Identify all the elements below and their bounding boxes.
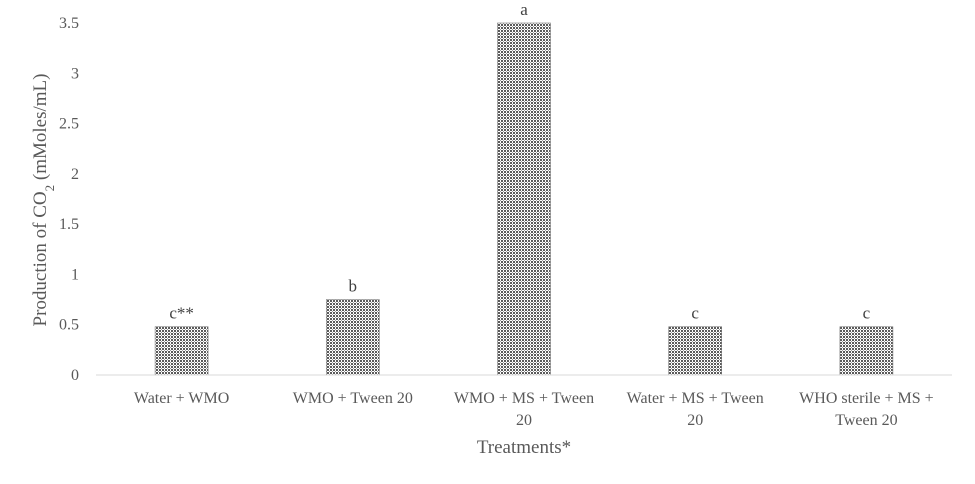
bar-data-label: b <box>349 277 358 296</box>
x-axis-title: Treatments* <box>477 437 571 458</box>
category-label-line: WHO sterile + MS + <box>799 390 933 407</box>
y-tick-label: 2 <box>71 166 79 183</box>
y-tick-label: 2.5 <box>59 116 79 133</box>
y-tick-label: 3.5 <box>59 15 79 32</box>
bar-data-label: c** <box>169 304 194 323</box>
bar <box>325 299 380 376</box>
category-label: Water + WMO <box>134 390 229 407</box>
category-label: WMO + MS + Tween 20 <box>454 390 594 429</box>
y-tick-label: 0 <box>71 367 79 384</box>
category-label-line: WMO + Tween 20 <box>293 390 413 407</box>
data-labels-group: c** b a c c <box>169 0 870 323</box>
category-label: Water + MS + Tween 20 <box>627 390 764 429</box>
y-tick-label: 3 <box>71 65 79 82</box>
category-label-line: 20 <box>516 412 532 429</box>
bar <box>497 22 551 376</box>
bars-group <box>154 22 894 376</box>
y-tick-label: 0.5 <box>59 317 79 334</box>
bar-data-label: c <box>863 304 871 323</box>
category-label-line: WMO + MS + Tween <box>454 390 594 407</box>
y-tick-label: 1.5 <box>59 216 79 233</box>
bar-data-label: a <box>520 0 528 19</box>
category-label-line: Water + WMO <box>134 390 229 407</box>
y-axis-title: Production of CO2 (mMoles/mL) <box>30 74 57 327</box>
category-label: WHO sterile + MS + Tween 20 <box>799 390 933 429</box>
bar <box>839 326 894 376</box>
y-axis-title-prefix: Production of CO <box>30 191 51 326</box>
category-label-line: Water + MS + Tween <box>627 390 764 407</box>
y-axis-ticks: 0 0.5 1 1.5 2 2.5 3 3.5 <box>59 15 79 384</box>
category-label-line: 20 <box>687 412 703 429</box>
y-axis-title-subscript: 2 <box>42 185 57 192</box>
category-label: WMO + Tween 20 <box>293 390 413 407</box>
y-tick-label: 1 <box>71 266 79 283</box>
category-labels-group: Water + WMO WMO + Tween 20 WMO + MS + Twee… <box>134 390 934 429</box>
category-label-line: Tween 20 <box>835 412 897 429</box>
bar <box>668 326 723 376</box>
y-axis-title-suffix: (mMoles/mL) <box>30 74 51 185</box>
bar <box>154 326 209 376</box>
bar-data-label: c <box>691 304 699 323</box>
